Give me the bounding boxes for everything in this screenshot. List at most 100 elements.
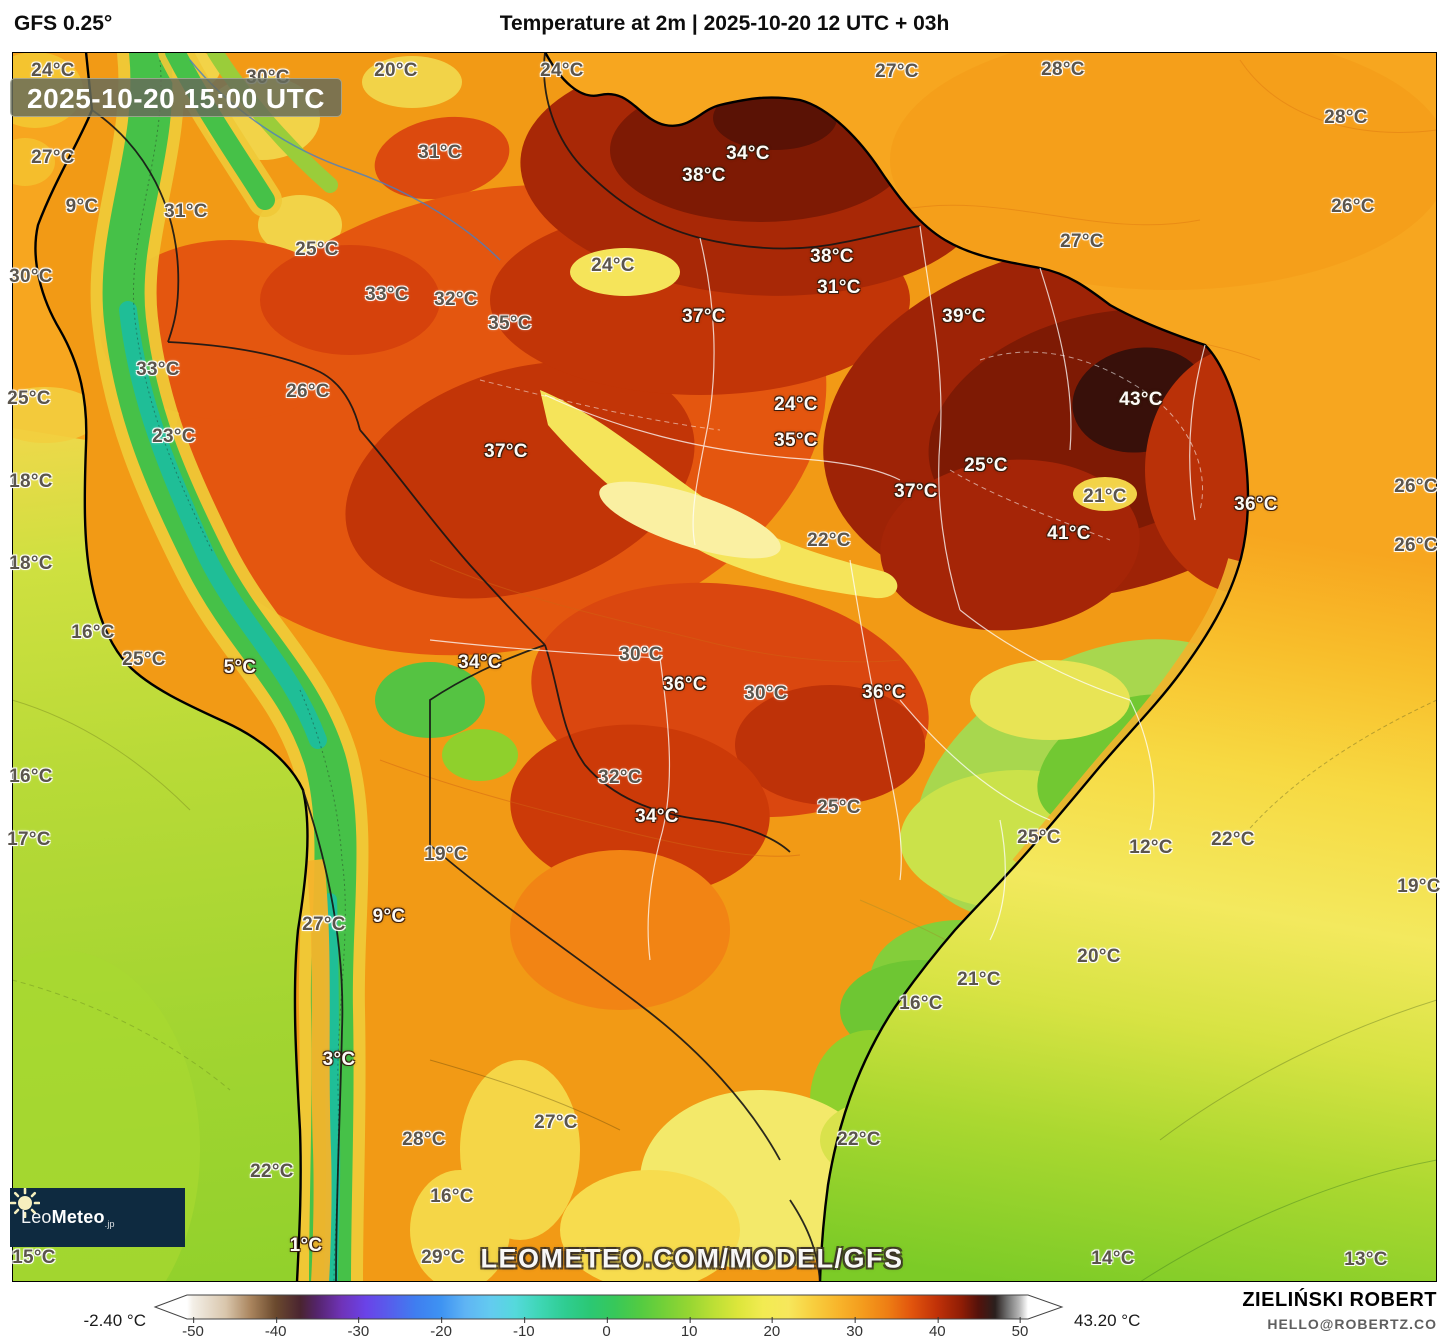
country-borders <box>91 52 921 1282</box>
timestamp-badge: 2025-10-20 15:00 UTC <box>10 78 342 117</box>
temp-label: 15°C <box>12 1247 56 1268</box>
temp-label: 35°C <box>774 430 818 451</box>
temp-label: 37°C <box>682 306 726 327</box>
temp-label: 24°C <box>591 255 635 276</box>
temp-label: 26°C <box>1394 535 1438 556</box>
temp-label: 32°C <box>598 767 642 788</box>
temp-label: 20°C <box>1077 946 1121 967</box>
temp-label: 28°C <box>1041 59 1085 80</box>
temp-label: 34°C <box>458 652 502 673</box>
colorbar-tick: 20 <box>763 1317 781 1340</box>
temp-label: 16°C <box>899 993 943 1014</box>
contact-credit: HELLO@ROBERTZ.CO <box>1267 1316 1437 1332</box>
colorbar-tick: 50 <box>1011 1317 1029 1340</box>
temp-label: 33°C <box>136 359 180 380</box>
temp-label: 27°C <box>1060 231 1104 252</box>
temp-label: 17°C <box>7 829 51 850</box>
page-title: Temperature at 2m | 2025-10-20 12 UTC + … <box>499 12 950 35</box>
sun-icon <box>10 1188 40 1218</box>
temp-label: 13°C <box>1344 1249 1388 1270</box>
temp-label: 36°C <box>663 674 707 695</box>
leometeo-logo: LeoMeteo.jp <box>10 1188 185 1247</box>
coastline <box>34 52 1250 1282</box>
temp-label: 32°C <box>434 289 478 310</box>
temp-label: 3°C <box>322 1049 356 1070</box>
temp-label: 19°C <box>1397 876 1441 897</box>
colorbar-max-label: 43.20 °C <box>1074 1311 1141 1330</box>
temp-label: 21°C <box>1083 486 1127 507</box>
temp-label: 26°C <box>1394 476 1438 497</box>
colorbar-min-label: -2.40 °C <box>83 1311 146 1330</box>
temp-label: 25°C <box>817 797 861 818</box>
temp-label: 26°C <box>1331 196 1375 217</box>
temp-label: 25°C <box>964 455 1008 476</box>
temp-label: 23°C <box>152 426 196 447</box>
temp-label: 16°C <box>430 1186 474 1207</box>
watermark: LEOMETEO.COM/MODEL/GFS <box>480 1243 904 1274</box>
temp-label: 22°C <box>837 1129 881 1150</box>
temp-label: 14°C <box>1091 1248 1135 1269</box>
temp-label: 30°C <box>619 644 663 665</box>
temp-label: 24°C <box>540 60 584 81</box>
temp-label: 31°C <box>418 142 462 163</box>
temp-label: 34°C <box>726 143 770 164</box>
temp-label: 30°C <box>744 683 788 704</box>
temp-label: 27°C <box>31 147 75 168</box>
temp-label: 31°C <box>817 277 861 298</box>
state-borders <box>429 225 1206 961</box>
temp-label: 22°C <box>807 530 851 551</box>
temp-label: 37°C <box>894 481 938 502</box>
temp-label: 24°C <box>31 60 75 81</box>
temp-label: 28°C <box>1324 107 1368 128</box>
temp-label: 27°C <box>875 61 919 82</box>
temp-label: 35°C <box>488 313 532 334</box>
temp-label: 34°C <box>635 806 679 827</box>
temp-label: 29°C <box>421 1247 465 1268</box>
temp-label: 28°C <box>402 1129 446 1150</box>
temp-label: 25°C <box>7 388 51 409</box>
temp-label: 27°C <box>534 1112 578 1133</box>
temp-label: 27°C <box>302 914 346 935</box>
temp-label: 21°C <box>957 969 1001 990</box>
temp-label: 5°C <box>223 657 257 678</box>
temp-label: 1°C <box>289 1235 323 1256</box>
temp-label: 41°C <box>1047 523 1091 544</box>
temp-label: 39°C <box>942 306 986 327</box>
andes-band <box>90 52 369 1282</box>
colorbar-tick: -30 <box>347 1317 370 1340</box>
temp-label: 16°C <box>9 766 53 787</box>
temp-label: 12°C <box>1129 837 1173 858</box>
temp-label: 25°C <box>1017 827 1061 848</box>
temp-label: 36°C <box>862 682 906 703</box>
temp-label: 9°C <box>65 196 99 217</box>
colorbar-tick: -10 <box>512 1317 535 1340</box>
temp-label: 37°C <box>484 441 528 462</box>
colorbar-tick: 30 <box>846 1317 863 1340</box>
temp-label: 22°C <box>1211 829 1255 850</box>
colorbar-tick: -40 <box>264 1317 287 1340</box>
temp-label: 9°C <box>372 906 406 927</box>
colorbar-tick: -50 <box>182 1317 204 1340</box>
map-frame <box>12 52 1437 1282</box>
temp-label: 33°C <box>365 284 409 305</box>
colorbar-tick: -20 <box>430 1317 452 1340</box>
colorbar-tick: 0 <box>602 1317 611 1340</box>
temp-label: 25°C <box>295 239 339 260</box>
colorbar-tick: 40 <box>928 1317 946 1340</box>
model-label: GFS 0.25° <box>14 12 113 35</box>
author-credit: ZIELIŃSKI ROBERT <box>1242 1289 1437 1311</box>
logo-wordmark: LeoMeteo.jp <box>21 1207 115 1229</box>
temp-label: 20°C <box>374 60 418 81</box>
temp-label: 18°C <box>9 471 53 492</box>
temp-label: 19°C <box>424 844 468 865</box>
colorbar-tick: 10 <box>680 1317 698 1340</box>
temp-label: 16°C <box>71 622 115 643</box>
temp-label: 36°C <box>1234 494 1278 515</box>
temp-label: 24°C <box>774 394 818 415</box>
temp-label: 25°C <box>122 649 166 670</box>
temp-label: 38°C <box>810 246 854 267</box>
temp-label: 38°C <box>682 165 726 186</box>
